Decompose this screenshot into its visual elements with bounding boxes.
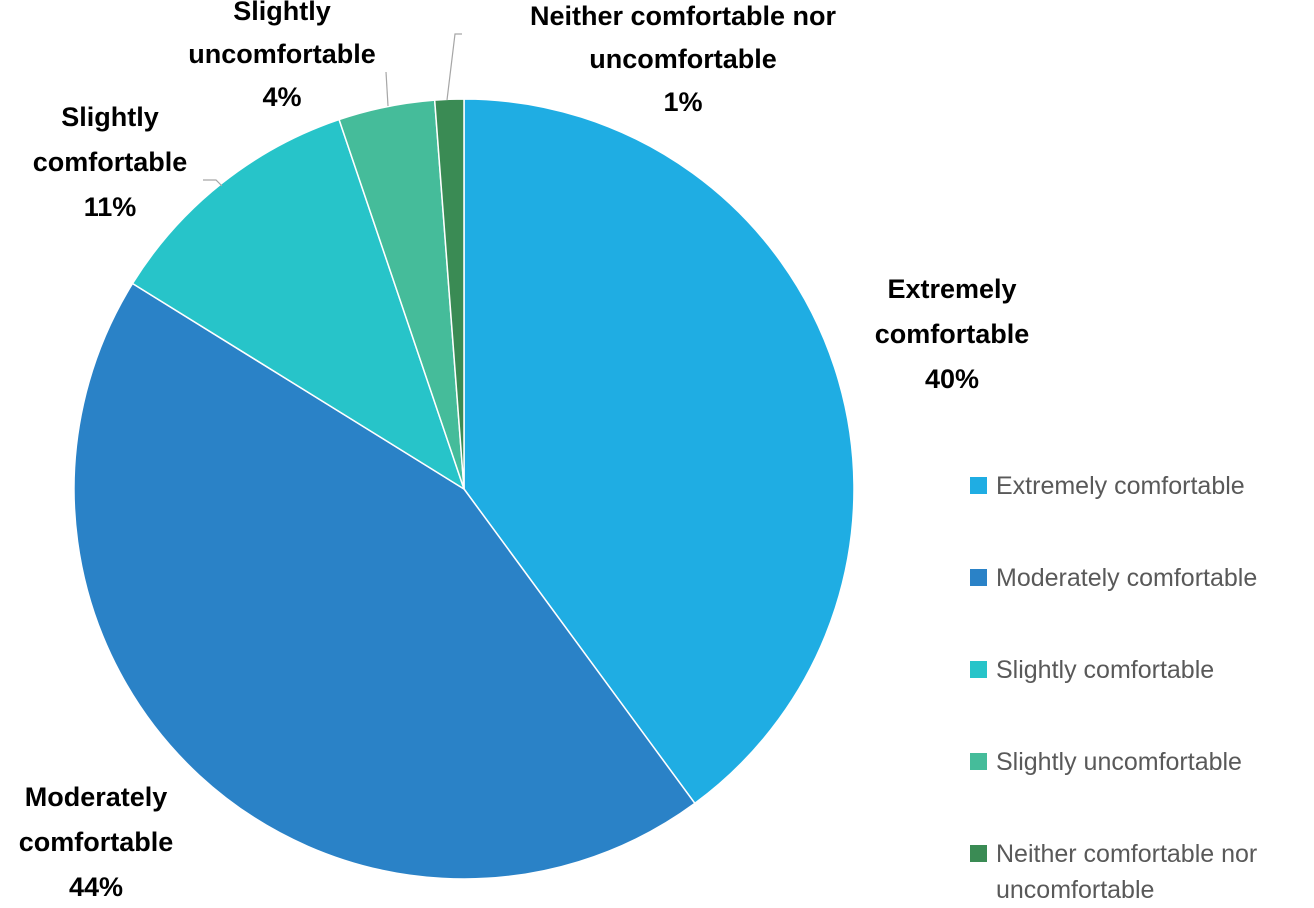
data-label-category: uncomfortable [188,39,376,69]
legend-swatch [970,661,987,678]
data-label-category: uncomfortable [589,44,777,74]
legend-label: Slightly uncomfortable [996,748,1242,776]
data-label-moderately-comfortable: Moderately comfortable 44% [19,782,174,902]
data-label-category: comfortable [875,319,1030,349]
legend-item-extremely-comfortable: Extremely comfortable [970,468,1314,504]
pie-slice-neither-comfortable-nor-uncomfortable [433,98,465,490]
legend-item-neither-comfortable-nor-uncomfortable: Neither comfortable nor uncomfortable [970,836,1314,908]
data-label-category: comfortable [33,147,188,177]
data-label-category: Moderately [25,782,168,812]
pie-slice-moderately-comfortable [73,282,696,880]
legend-label: Extremely comfortable [996,472,1245,500]
legend-swatch [970,753,987,770]
data-label-value: 1% [663,87,702,117]
data-label-slightly-comfortable: Slightly comfortable 11% [33,102,188,222]
pie-slice-extremely-comfortable [463,98,855,805]
pie-slices [73,98,855,880]
legend-swatch [970,477,987,494]
data-label-category: Slightly [61,102,159,132]
data-label-category: Slightly [233,0,331,26]
leader-line-slightly-uncomfortable [385,71,389,107]
data-label-category: Neither comfortable nor [530,1,837,31]
legend-label: Neither comfortable nor uncomfortable [996,840,1258,904]
legend-item-moderately-comfortable: Moderately comfortable [970,560,1314,596]
legend-swatch [970,569,987,586]
data-label-neither-comfortable-nor-uncomfortable: Neither comfortable nor uncomfortable 1% [530,1,837,117]
data-label-value: 11% [84,192,137,222]
pie-slice-slightly-comfortable [131,118,466,491]
leader-line-neither-comfortable-nor-uncomfortable [446,33,462,101]
data-label-extremely-comfortable: Extremely comfortable 40% [875,274,1030,394]
leader-line-slightly-comfortable [203,179,223,187]
data-labels: Extremely comfortable 40% Moderately comfort… [19,0,1030,902]
legend-item-slightly-comfortable: Slightly comfortable [970,652,1314,688]
data-label-slightly-uncomfortable: Slightly uncomfortable 4% [188,0,376,112]
data-label-value: 44% [69,872,123,902]
data-label-category: comfortable [19,827,174,857]
legend-item-slightly-uncomfortable: Slightly uncomfortable [970,744,1314,780]
leader-lines [203,33,462,187]
data-label-value: 40% [925,364,979,394]
data-label-category: Extremely [887,274,1016,304]
legend-label: Slightly comfortable [996,656,1215,684]
data-label-value: 4% [262,82,301,112]
legend-swatch [970,845,987,862]
legend-label: Moderately comfortable [996,564,1258,592]
